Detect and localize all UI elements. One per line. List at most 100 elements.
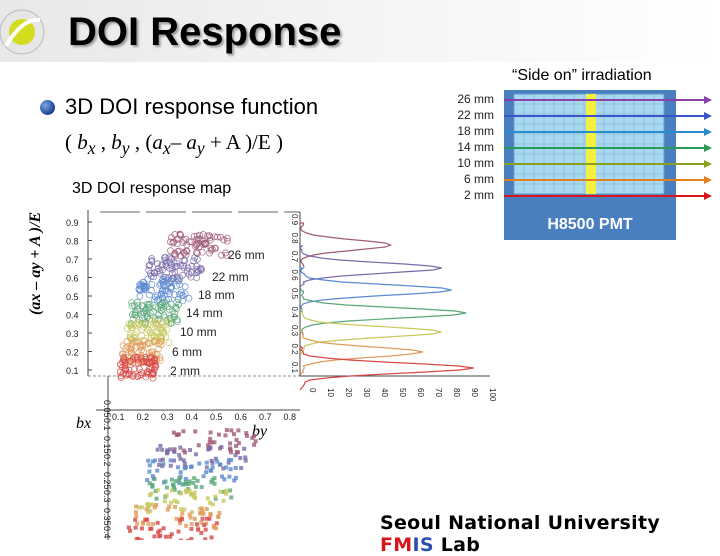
scatter-3d-point bbox=[169, 458, 173, 462]
scatter-3d-point bbox=[208, 512, 212, 516]
scatter-3d-point bbox=[138, 506, 142, 510]
hist-tick-label: 60 bbox=[416, 388, 425, 397]
scatter-3d-point bbox=[173, 505, 177, 509]
scatter-3d-point bbox=[145, 507, 149, 511]
scatter-3d-point bbox=[196, 528, 200, 532]
scatter-3d-point bbox=[165, 451, 169, 455]
by-tick-label: 0.3 bbox=[102, 490, 112, 503]
scatter-3d-point bbox=[134, 526, 138, 530]
scatter-3d-point bbox=[225, 428, 229, 432]
hist-tick-label: 20 bbox=[344, 388, 353, 397]
scatter-3d-point bbox=[238, 456, 242, 460]
scatter-3d-point bbox=[153, 477, 157, 481]
scatter-3d-point bbox=[156, 448, 160, 452]
scatter-3d-point bbox=[184, 524, 188, 528]
scatter-3d-point bbox=[210, 440, 214, 444]
scatter-3d-point bbox=[176, 465, 180, 469]
scatter-3d-point bbox=[164, 480, 168, 484]
y-tick-label: 0.8 bbox=[66, 237, 79, 247]
scatter-3d-point bbox=[178, 446, 182, 450]
hist-tick-label: 90 bbox=[470, 388, 479, 397]
y-tick-label: 0.2 bbox=[66, 348, 79, 358]
scatter-point bbox=[189, 263, 195, 269]
scatter-3d-point bbox=[162, 526, 166, 530]
scatter-3d-point bbox=[224, 465, 228, 469]
scatter-3d-point bbox=[205, 507, 209, 511]
scatter-3d-point bbox=[190, 522, 194, 526]
scatter-3d-point bbox=[222, 499, 226, 503]
scatter-3d-point bbox=[218, 511, 222, 515]
scatter-3d-point bbox=[134, 505, 138, 509]
scatter-3d-point bbox=[245, 434, 249, 438]
scatter-3d-point bbox=[197, 462, 201, 466]
by-tick-label: 0.35 bbox=[102, 508, 112, 526]
scatter-3d-point bbox=[134, 514, 138, 518]
hist-tick-label: 0 bbox=[308, 388, 317, 393]
scatter-3d-point bbox=[229, 495, 233, 499]
scatter-3d-point bbox=[227, 475, 231, 479]
scatter-3d-point bbox=[146, 459, 150, 463]
scatter-3d-point bbox=[172, 450, 176, 454]
scatter-3d-point bbox=[145, 518, 149, 522]
series-depth-label: 2 mm bbox=[170, 364, 200, 378]
scatter-3d-point bbox=[234, 466, 238, 470]
scatter-3d-point bbox=[188, 448, 192, 452]
scatter-3d-point bbox=[242, 447, 246, 451]
hist-y-tick-label: 0.1 bbox=[290, 362, 299, 374]
hist-tick-label: 70 bbox=[434, 388, 443, 397]
scatter-3d-point bbox=[149, 527, 153, 531]
scatter-3d-point bbox=[172, 459, 176, 463]
y-tick-label: 0.9 bbox=[66, 218, 79, 228]
y-tick-label: 0.1 bbox=[66, 366, 79, 376]
x-tick-label: 0.7 bbox=[259, 412, 272, 422]
scatter-3d-point bbox=[127, 525, 131, 529]
scatter-3d-point bbox=[158, 529, 162, 533]
y-tick-label: 0.3 bbox=[66, 329, 79, 339]
scatter-3d-point bbox=[209, 468, 213, 472]
scatter-3d-point bbox=[152, 534, 156, 538]
series-depth-label: 18 mm bbox=[198, 288, 235, 302]
scatter-3d-point bbox=[167, 505, 171, 509]
scatter-3d-point bbox=[140, 526, 144, 530]
histogram-peak bbox=[300, 291, 466, 335]
scatter-3d-point bbox=[148, 493, 152, 497]
scatter-3d-point bbox=[178, 518, 182, 522]
scatter-3d-point bbox=[184, 480, 188, 484]
x-axis-label: bx bbox=[76, 415, 91, 432]
scatter-3d-point bbox=[206, 447, 210, 451]
hist-y-tick-label: 0.3 bbox=[290, 325, 299, 337]
scatter-3d-point bbox=[243, 455, 247, 459]
scatter-3d-point bbox=[228, 441, 232, 445]
y-tick-label: 0.6 bbox=[66, 274, 79, 284]
scatter-3d-point bbox=[179, 470, 183, 474]
scatter-3d-point bbox=[201, 517, 205, 521]
scatter-3d-point bbox=[183, 465, 187, 469]
scatter-3d-point bbox=[229, 450, 233, 454]
scatter-3d-point bbox=[161, 462, 165, 466]
scatter-3d-point bbox=[229, 428, 233, 432]
scatter-3d-point bbox=[222, 477, 226, 481]
scatter-3d-point bbox=[181, 429, 185, 433]
scatter-3d-point bbox=[210, 535, 214, 539]
scatter-3d-point bbox=[252, 443, 256, 447]
hist-tick-label: 40 bbox=[380, 388, 389, 397]
scatter-3d-point bbox=[154, 497, 158, 501]
x-tick-label: 0.6 bbox=[235, 412, 248, 422]
scatter-3d-point bbox=[189, 465, 193, 469]
scatter-3d-point bbox=[147, 470, 151, 474]
scatter-3d-point bbox=[160, 448, 164, 452]
scatter-3d-point bbox=[200, 485, 204, 489]
hist-y-tick-label: 0.5 bbox=[290, 288, 299, 300]
scatter-3d-point bbox=[212, 526, 216, 530]
scatter-3d-point bbox=[229, 467, 233, 471]
hist-y-tick-label: 0.4 bbox=[290, 307, 299, 319]
scatter-3d-point bbox=[188, 489, 192, 493]
scatter-3d-point bbox=[164, 535, 168, 539]
scatter-3d-point bbox=[156, 521, 160, 525]
scatter-3d-point bbox=[200, 509, 204, 513]
scatter-3d-point bbox=[197, 443, 201, 447]
scatter-3d-point bbox=[188, 513, 192, 517]
scatter-3d-point bbox=[179, 507, 183, 511]
scatter-3d-point bbox=[209, 480, 213, 484]
x-tick-label: 0.8 bbox=[284, 412, 297, 422]
